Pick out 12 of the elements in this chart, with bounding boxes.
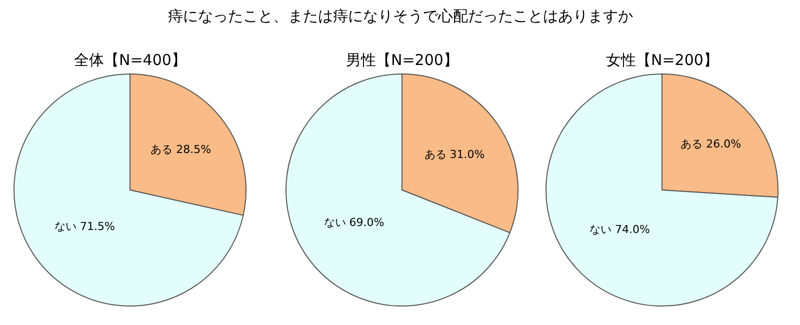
slice-label: ある 28.5% [150, 142, 212, 156]
pie-slice [546, 74, 778, 306]
chart-title: 男性【N=200】 [346, 51, 458, 69]
chart-title: 女性【N=200】 [606, 51, 718, 69]
chart-title: 全体【N=400】 [74, 51, 186, 69]
pie-slice [14, 74, 244, 306]
slice-label: ない 69.0% [324, 216, 384, 230]
slice-label: ない 74.0% [589, 223, 650, 236]
text: 痔になったこと、または痔になりそうで心配だったことはありますか [168, 7, 633, 25]
slice-label: ある 31.0% [424, 148, 485, 161]
slice-label: ある 26.0% [680, 138, 742, 151]
slice-label: ない 71.5% [54, 220, 115, 233]
